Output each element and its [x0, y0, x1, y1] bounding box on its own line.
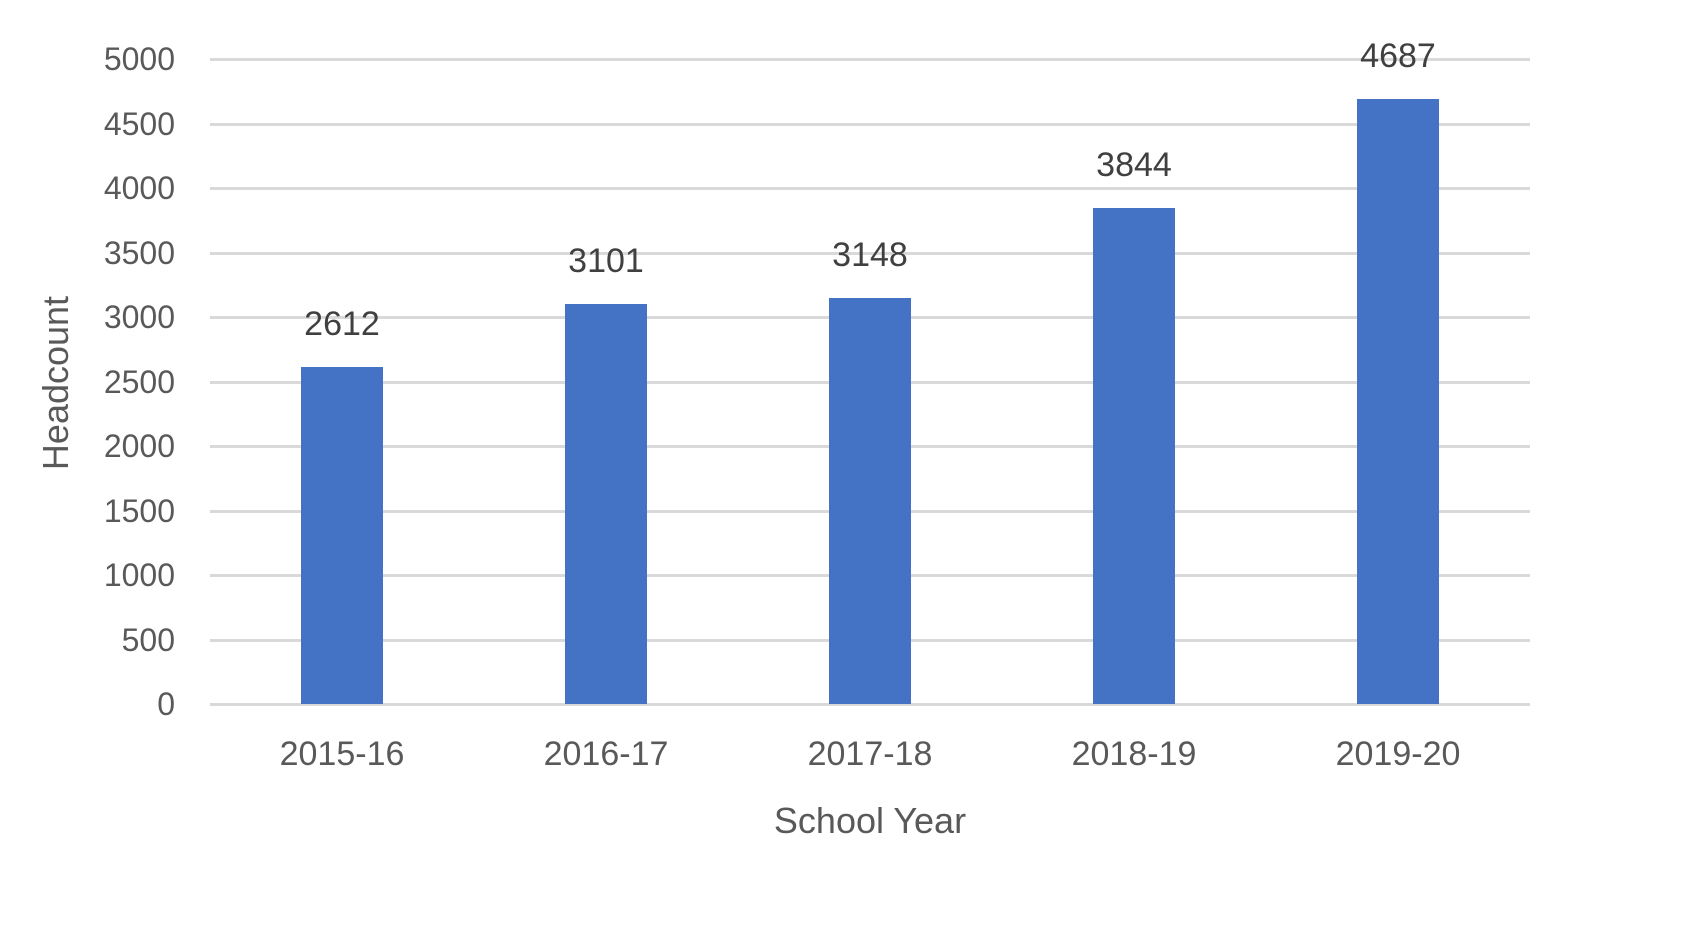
y-tick-label: 4500 [103, 105, 175, 142]
bar [565, 303, 647, 704]
y-tick-label: 1000 [103, 557, 175, 593]
data-label: 3148 [832, 235, 908, 274]
gridline [210, 58, 1530, 61]
gridline [210, 251, 1530, 255]
y-tick-label: 3500 [103, 234, 175, 271]
gridline [210, 187, 1530, 190]
y-tick-label: 3000 [103, 299, 175, 335]
data-label: 3844 [1096, 146, 1172, 185]
bar [301, 367, 383, 704]
x-tick-label: 2017-18 [807, 735, 933, 773]
y-tick-label: 5000 [103, 41, 175, 77]
x-axis-title: School Year [773, 800, 967, 841]
data-label: 4687 [1360, 37, 1436, 76]
y-tick-label: 4000 [103, 170, 175, 206]
bar [829, 297, 911, 704]
y-tick-label: 2500 [103, 363, 175, 400]
x-tick-label: 2018-19 [1071, 735, 1197, 773]
bar [1357, 99, 1439, 704]
y-axis-title: Headcount [35, 295, 76, 471]
bar [1093, 208, 1175, 704]
gridline [210, 122, 1530, 126]
data-label: 3101 [568, 241, 644, 280]
x-tick-label: 2016-17 [543, 735, 669, 773]
gridline [210, 703, 1530, 706]
y-tick-label: 500 [121, 621, 175, 658]
x-tick-label: 2015-16 [279, 735, 405, 773]
y-tick-label: 0 [157, 686, 175, 722]
y-tick-label: 2000 [103, 428, 175, 464]
data-label: 2612 [304, 305, 380, 344]
x-tick-label: 2019-20 [1335, 735, 1461, 773]
y-tick-label: 1500 [103, 492, 175, 529]
